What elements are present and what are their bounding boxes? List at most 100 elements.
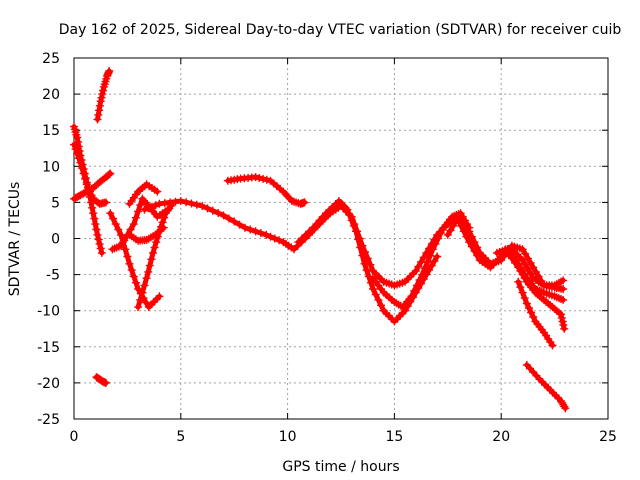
data-point [560,402,569,411]
data-point [95,106,104,115]
x-tick-label: 0 [70,429,79,445]
y-tick-label: 20 [42,87,60,103]
data-point [90,214,99,223]
data-point [134,303,143,312]
data-point [129,220,138,229]
data-point [160,213,169,222]
data-point [345,211,354,219]
x-tick-labels: 0 5 10 15 20 25 [70,429,617,445]
data-point [301,230,310,239]
data-point [73,133,82,142]
x-tick-label: 25 [599,429,617,445]
data-point [377,301,385,310]
data-point [548,341,557,350]
x-tick-label: 15 [385,429,403,445]
data-point [431,239,440,248]
data-point [149,248,157,257]
data-point [354,235,363,244]
data-point [356,243,365,252]
data-point [266,232,275,241]
data-point [95,101,104,110]
data-point [230,217,239,226]
data-point [153,232,162,241]
data-point [415,276,424,284]
series-trace [135,201,175,310]
data-point [82,180,91,189]
data-point [145,261,154,270]
series-arc-8 [125,180,162,208]
data-point [97,248,106,257]
y-tick-label: -20 [37,376,60,392]
data-point [94,235,103,244]
data-point [511,258,520,267]
data-point [208,206,217,215]
data-point [160,199,169,208]
data-point [516,283,525,292]
x-tick-label: 20 [492,429,510,445]
y-tick-label: -25 [37,412,60,428]
series-arc-12 [223,173,309,208]
data-point [358,251,367,260]
data-point [117,241,125,250]
data-point [523,265,532,274]
data-point [140,281,149,290]
data-point [97,93,106,102]
data-point [73,149,82,158]
data-point [126,225,135,234]
series-arc-1 [93,67,114,124]
data-point [418,270,427,279]
data-point [182,198,191,207]
data-point [504,249,513,258]
series-arc-19 [522,360,570,413]
data-point [138,288,147,297]
data-point [514,277,523,286]
series-trace [142,198,566,292]
data-point [219,211,228,220]
data-point [521,260,530,269]
data-point [410,286,419,295]
data-point [95,239,104,248]
data-series [70,67,570,413]
data-point [93,115,102,124]
data-point [518,256,527,265]
data-point [534,272,543,281]
data-point [125,259,134,268]
data-point [449,221,458,230]
data-point [507,254,516,263]
grid-lines [74,58,608,419]
data-point [518,288,527,297]
data-point [419,253,428,262]
data-point [423,258,432,266]
y-tick-label: -5 [46,268,60,284]
data-point [214,209,223,217]
data-point [259,174,267,183]
data-point [443,230,452,239]
data-point [131,278,140,287]
data-point [531,267,540,276]
data-point [79,169,88,178]
data-point [420,264,429,273]
data-point [430,257,439,266]
data-point [412,281,421,290]
data-point [96,244,105,253]
data-point [360,259,369,268]
data-point [136,295,145,304]
data-point [529,263,538,272]
data-point [92,225,101,234]
data-point [427,261,436,270]
data-point [155,227,164,236]
data-point [251,173,260,182]
data-point [158,218,167,227]
series-arc-10 [134,199,177,312]
data-point [428,245,437,254]
data-point [470,238,479,247]
data-point [294,238,303,247]
y-tick-label: -10 [37,304,60,320]
data-point [109,214,117,223]
series-arc-11 [140,197,568,293]
data-point [120,236,129,245]
data-point [94,110,103,119]
data-point [366,260,375,269]
data-point [433,252,442,261]
data-point [150,243,159,252]
